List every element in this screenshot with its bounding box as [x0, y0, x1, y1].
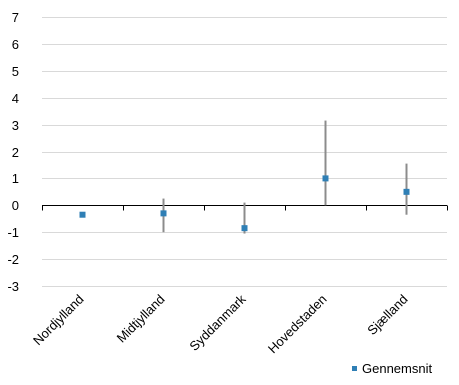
y-tick-label: 6 — [12, 37, 19, 52]
data-point — [241, 225, 248, 232]
x-axis-labels: Nordjylland Midtjylland Syddanmark Hovedsta… — [30, 291, 411, 356]
y-tick-label: 5 — [12, 64, 19, 79]
legend-label: Gennemsnit — [362, 361, 432, 376]
category-label: Hovedstaden — [265, 292, 330, 357]
category-label: Syddanmark — [186, 291, 249, 354]
y-tick-label: 3 — [12, 118, 19, 133]
error-bars — [162, 120, 408, 234]
data-markers — [79, 175, 410, 232]
grid-lines — [42, 17, 447, 287]
y-tick-label: 2 — [12, 145, 19, 160]
data-point — [322, 175, 329, 182]
category-label: Sjælland — [364, 292, 410, 338]
category-label: Nordjylland — [30, 292, 87, 349]
y-tick-label: -3 — [7, 279, 19, 294]
legend: Gennemsnit — [352, 361, 432, 376]
category-label: Midtjylland — [114, 292, 168, 346]
y-tick-label: 4 — [12, 91, 19, 106]
legend-swatch — [352, 366, 357, 371]
data-point — [79, 211, 86, 218]
y-tick-label: -1 — [7, 225, 19, 240]
y-tick-label: 7 — [12, 10, 19, 25]
y-tick-label: 1 — [12, 171, 19, 186]
data-point — [160, 210, 167, 217]
y-tick-label: 0 — [12, 198, 19, 213]
y-axis-ticks: -3 -2 -1 0 1 2 3 4 5 6 7 — [7, 10, 19, 294]
data-point — [403, 188, 410, 195]
y-tick-label: -2 — [7, 252, 19, 267]
